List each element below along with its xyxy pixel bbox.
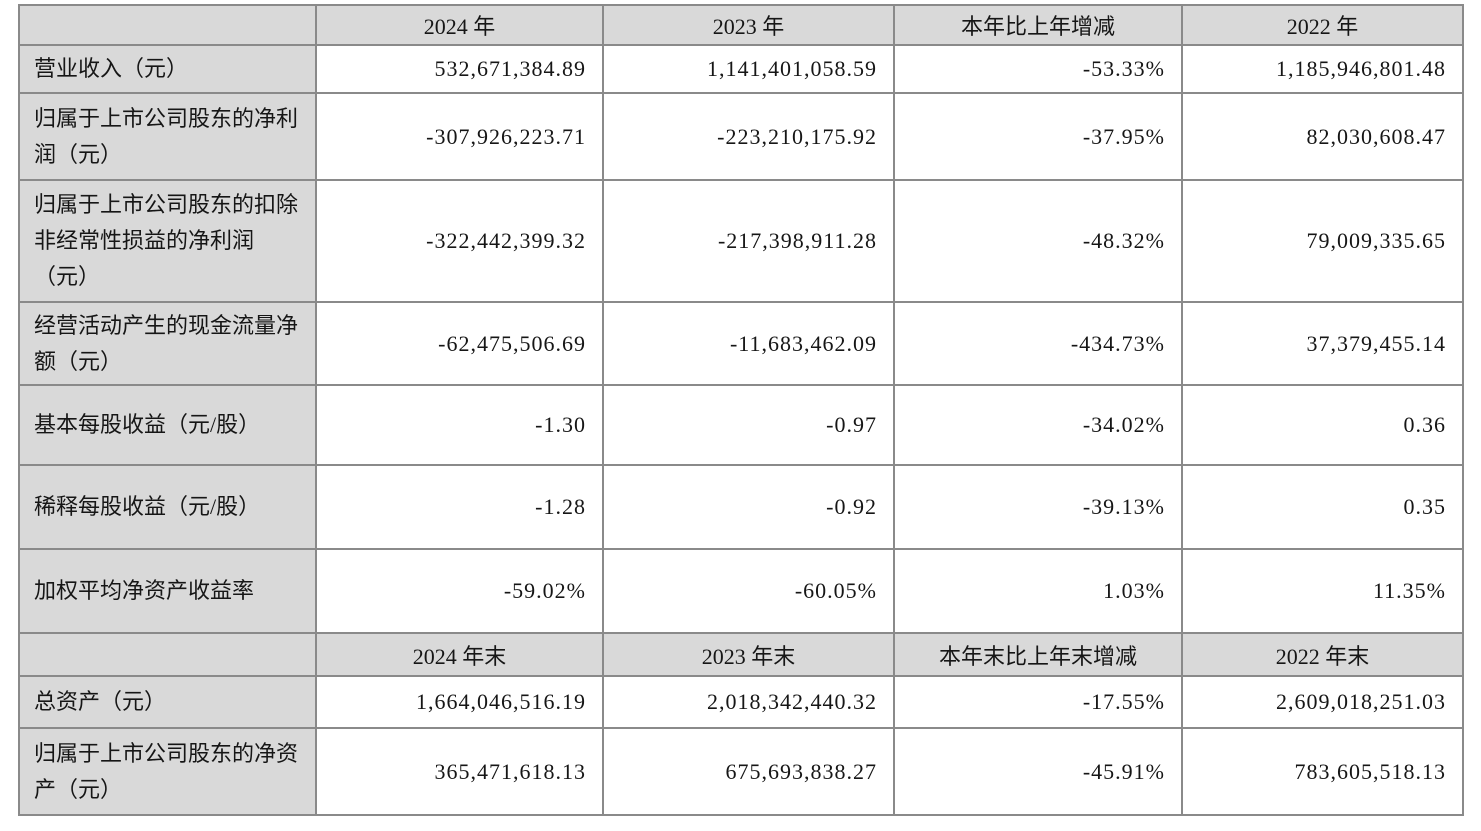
value-change: 1.03% — [893, 548, 1183, 634]
yearend-header-row: 2024 年末 2023 年末 本年末比上年末增减 2022 年末 — [18, 632, 1464, 677]
value-2023: 675,693,838.27 — [602, 727, 895, 816]
value-2023: -0.92 — [602, 464, 895, 550]
value-2022: 0.35 — [1181, 464, 1464, 550]
value-2024: -1.30 — [315, 384, 604, 466]
yearend-header-empty-cell — [18, 632, 317, 677]
value-2023: -217,398,911.28 — [602, 179, 895, 303]
annual-header-row: 2024 年 2023 年 本年比上年增减 2022 年 — [18, 4, 1464, 46]
yearend-header-2023: 2023 年末 — [602, 632, 895, 677]
value-2022: 37,379,455.14 — [1181, 301, 1464, 386]
row-label: 稀释每股收益（元/股） — [18, 464, 317, 550]
row-label: 营业收入（元） — [18, 44, 317, 94]
value-2023: -60.05% — [602, 548, 895, 634]
table-row-revenue: 营业收入（元） 532,671,384.89 1,141,401,058.59 … — [18, 44, 1464, 94]
value-change: -37.95% — [893, 92, 1183, 181]
yearend-header-2024: 2024 年末 — [315, 632, 604, 677]
table-row-net-assets: 归属于上市公司股东的净资产（元） 365,471,618.13 675,693,… — [18, 727, 1464, 816]
value-2024: -1.28 — [315, 464, 604, 550]
financial-summary-table: 2024 年 2023 年 本年比上年增减 2022 年 营业收入（元） 532… — [18, 4, 1464, 816]
value-change: -17.55% — [893, 675, 1183, 729]
row-label: 经营活动产生的现金流量净额（元） — [18, 301, 317, 386]
value-2022: 0.36 — [1181, 384, 1464, 466]
annual-header-empty-cell — [18, 4, 317, 46]
value-2024: 1,664,046,516.19 — [315, 675, 604, 729]
value-2022: 1,185,946,801.48 — [1181, 44, 1464, 94]
value-2022: 2,609,018,251.03 — [1181, 675, 1464, 729]
annual-header-2024: 2024 年 — [315, 4, 604, 46]
table-row-net-profit-excl-nonrecurring: 归属于上市公司股东的扣除非经常性损益的净利润（元） -322,442,399.3… — [18, 179, 1464, 303]
value-change: -34.02% — [893, 384, 1183, 466]
yearend-header-2022: 2022 年末 — [1181, 632, 1464, 677]
table-row-diluted-eps: 稀释每股收益（元/股） -1.28 -0.92 -39.13% 0.35 — [18, 464, 1464, 550]
value-change: -39.13% — [893, 464, 1183, 550]
value-2024: -307,926,223.71 — [315, 92, 604, 181]
row-label: 归属于上市公司股东的净资产（元） — [18, 727, 317, 816]
value-2023: 2,018,342,440.32 — [602, 675, 895, 729]
value-change: -53.33% — [893, 44, 1183, 94]
table-row-basic-eps: 基本每股收益（元/股） -1.30 -0.97 -34.02% 0.36 — [18, 384, 1464, 466]
yearend-header-change: 本年末比上年末增减 — [893, 632, 1183, 677]
table-row-net-profit: 归属于上市公司股东的净利润（元） -307,926,223.71 -223,21… — [18, 92, 1464, 181]
row-label: 基本每股收益（元/股） — [18, 384, 317, 466]
table-row-weighted-avg-roe: 加权平均净资产收益率 -59.02% -60.05% 1.03% 11.35% — [18, 548, 1464, 634]
annual-header-change: 本年比上年增减 — [893, 4, 1183, 46]
value-2023: -11,683,462.09 — [602, 301, 895, 386]
value-2022: 79,009,335.65 — [1181, 179, 1464, 303]
value-2024: 532,671,384.89 — [315, 44, 604, 94]
value-change: -48.32% — [893, 179, 1183, 303]
value-2023: -0.97 — [602, 384, 895, 466]
value-change: -45.91% — [893, 727, 1183, 816]
annual-header-2022: 2022 年 — [1181, 4, 1464, 46]
value-2023: 1,141,401,058.59 — [602, 44, 895, 94]
value-2024: -322,442,399.32 — [315, 179, 604, 303]
row-label: 总资产（元） — [18, 675, 317, 729]
table-row-total-assets: 总资产（元） 1,664,046,516.19 2,018,342,440.32… — [18, 675, 1464, 729]
value-2024: -59.02% — [315, 548, 604, 634]
table-row-operating-cash-flow: 经营活动产生的现金流量净额（元） -62,475,506.69 -11,683,… — [18, 301, 1464, 386]
row-label: 归属于上市公司股东的扣除非经常性损益的净利润（元） — [18, 179, 317, 303]
value-2024: 365,471,618.13 — [315, 727, 604, 816]
value-change: -434.73% — [893, 301, 1183, 386]
row-label: 归属于上市公司股东的净利润（元） — [18, 92, 317, 181]
row-label: 加权平均净资产收益率 — [18, 548, 317, 634]
value-2022: 783,605,518.13 — [1181, 727, 1464, 816]
value-2022: 82,030,608.47 — [1181, 92, 1464, 181]
value-2024: -62,475,506.69 — [315, 301, 604, 386]
value-2022: 11.35% — [1181, 548, 1464, 634]
annual-header-2023: 2023 年 — [602, 4, 895, 46]
value-2023: -223,210,175.92 — [602, 92, 895, 181]
